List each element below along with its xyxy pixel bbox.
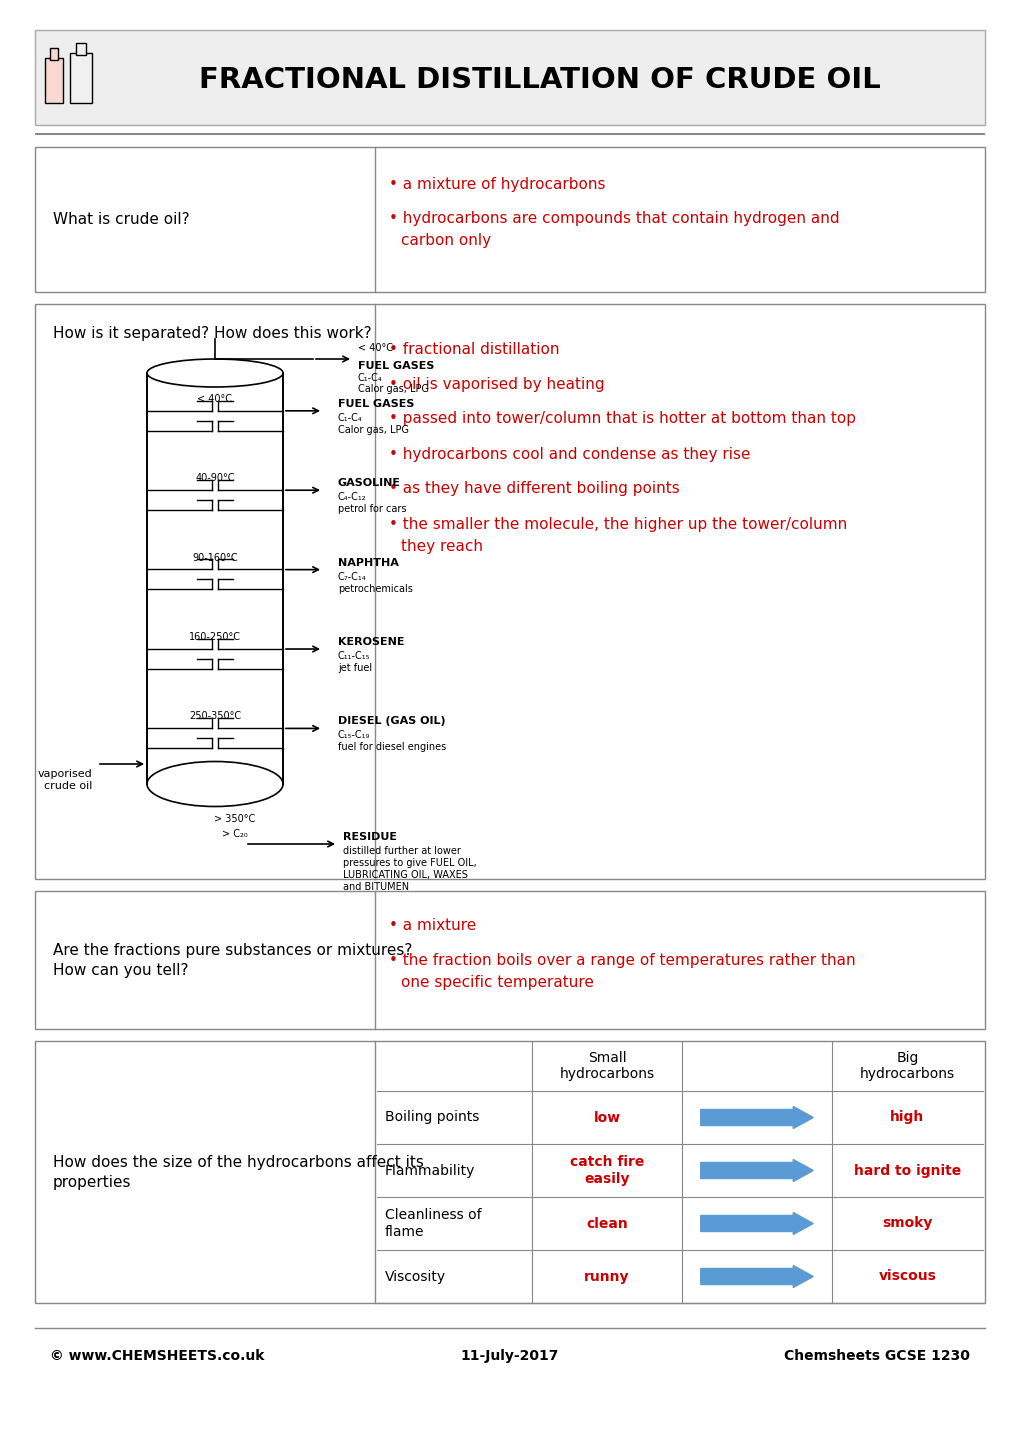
Text: Calor gas, LPG: Calor gas, LPG [358,384,429,394]
Text: smoky: smoky [881,1217,931,1230]
Text: and BITUMEN: and BITUMEN [342,883,409,893]
Text: C₁-C₄: C₁-C₄ [337,412,363,423]
FancyArrow shape [700,1266,812,1288]
Text: pressures to give FUEL OIL,: pressures to give FUEL OIL, [342,858,476,868]
Text: Chemsheets GCSE 1230: Chemsheets GCSE 1230 [784,1350,969,1363]
Text: C₁₅-C₁₉: C₁₅-C₁₉ [337,731,370,740]
Text: fuel for diesel engines: fuel for diesel engines [337,743,446,753]
Text: one specific temperature: one specific temperature [400,975,593,991]
Text: < 40°C: < 40°C [358,343,392,353]
Text: DIESEL (GAS OIL): DIESEL (GAS OIL) [337,717,445,727]
Text: • oil is vaporised by heating: • oil is vaporised by heating [388,376,604,391]
Text: Flammability: Flammability [384,1164,475,1178]
Text: high: high [890,1110,923,1125]
Text: RESIDUE: RESIDUE [342,832,396,842]
Text: • passed into tower/column that is hotter at bottom than top: • passed into tower/column that is hotte… [388,411,855,427]
Text: 40-90°C: 40-90°C [195,473,234,483]
Text: petrochemicals: petrochemicals [337,584,413,594]
Bar [35,30,984,125]
Text: C₇-C₁₄: C₇-C₁₄ [337,571,366,581]
Bar [50,48,58,61]
Text: carbon only: carbon only [400,232,490,248]
Text: • hydrocarbons cool and condense as they rise: • hydrocarbons cool and condense as they… [388,447,750,461]
Text: petrol for cars: petrol for cars [337,505,407,515]
Bar [76,43,86,55]
Text: distilled further at lower: distilled further at lower [342,846,461,857]
Text: clean: clean [586,1217,628,1230]
Text: FUEL GASES: FUEL GASES [358,360,434,371]
Text: FRACTIONAL DISTILLATION OF CRUDE OIL: FRACTIONAL DISTILLATION OF CRUDE OIL [199,66,880,95]
Text: What is crude oil?: What is crude oil? [53,212,190,226]
Text: > C₂₀: > C₂₀ [222,829,248,839]
Text: they reach: they reach [400,538,483,554]
FancyArrow shape [700,1213,812,1234]
FancyArrow shape [700,1106,812,1129]
Text: Cleanliness of
flame: Cleanliness of flame [384,1208,481,1239]
Text: GASOLINE: GASOLINE [337,479,400,489]
Bar [35,891,984,1030]
Text: How does the size of the hydrocarbons affect its: How does the size of the hydrocarbons af… [53,1155,424,1169]
Text: Boiling points: Boiling points [384,1110,479,1125]
Text: NAPHTHA: NAPHTHA [337,558,398,568]
Text: How can you tell?: How can you tell? [53,962,189,978]
Text: How is it separated? How does this work?: How is it separated? How does this work? [53,326,371,340]
Text: 160-250°C: 160-250°C [189,632,240,642]
Text: 250-350°C: 250-350°C [189,711,240,721]
Text: vaporised
crude oil: vaporised crude oil [38,769,92,790]
Ellipse shape [147,359,282,386]
Text: Calor gas, LPG: Calor gas, LPG [337,425,409,435]
Text: > 350°C: > 350°C [214,813,256,823]
Text: • fractional distillation: • fractional distillation [388,342,559,356]
Bar [35,147,984,291]
Text: runny: runny [584,1269,629,1283]
Text: viscous: viscous [877,1269,935,1283]
Text: low: low [593,1110,620,1125]
Text: jet fuel: jet fuel [337,663,372,673]
Text: C₁₁-C₁₅: C₁₁-C₁₅ [337,650,370,660]
Text: 11-July-2017: 11-July-2017 [461,1350,558,1363]
Text: properties: properties [53,1174,131,1190]
Text: < 40°C: < 40°C [198,394,232,404]
Text: • a mixture: • a mixture [388,919,476,933]
Text: • the smaller the molecule, the higher up the tower/column: • the smaller the molecule, the higher u… [388,516,847,532]
Text: • a mixture of hydrocarbons: • a mixture of hydrocarbons [388,177,605,192]
Text: 90-160°C: 90-160°C [192,552,237,562]
Text: C₁-C₄: C₁-C₄ [358,373,382,384]
Text: catch fire
easily: catch fire easily [570,1155,644,1185]
Bar [35,304,984,880]
Text: FUEL GASES: FUEL GASES [337,399,414,410]
Ellipse shape [147,761,282,806]
Text: Big
hydrocarbons: Big hydrocarbons [859,1051,954,1082]
Text: • the fraction boils over a range of temperatures rather than: • the fraction boils over a range of tem… [388,953,855,969]
Bar [147,373,282,784]
Bar [35,1041,984,1304]
Text: LUBRICATING OIL, WAXES: LUBRICATING OIL, WAXES [342,870,468,880]
FancyArrow shape [700,1159,812,1181]
Text: Small
hydrocarbons: Small hydrocarbons [558,1051,654,1082]
Text: • as they have different boiling points: • as they have different boiling points [388,482,679,496]
Bar [35,133,984,136]
Text: C₄-C₁₂: C₄-C₁₂ [337,492,366,502]
Text: hard to ignite: hard to ignite [853,1164,960,1178]
Text: • hydrocarbons are compounds that contain hydrogen and: • hydrocarbons are compounds that contai… [388,212,839,226]
Text: Are the fractions pure substances or mixtures?: Are the fractions pure substances or mix… [53,943,412,957]
Bar [45,58,63,102]
Bar [70,53,92,102]
Text: Viscosity: Viscosity [384,1269,445,1283]
Text: KEROSENE: KEROSENE [337,637,405,647]
Text: © www.CHEMSHEETS.co.uk: © www.CHEMSHEETS.co.uk [50,1350,264,1363]
